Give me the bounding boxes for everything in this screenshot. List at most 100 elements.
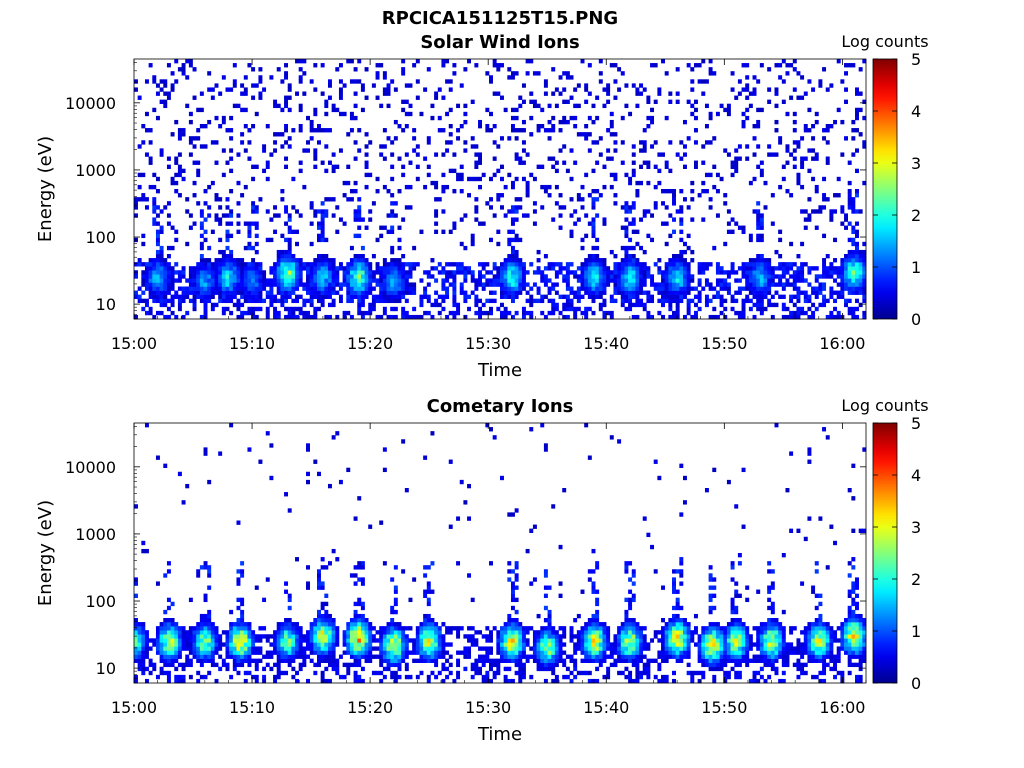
heatmap-cell — [580, 262, 585, 267]
heatmap-cell — [657, 270, 662, 275]
heatmap-cell — [368, 290, 373, 295]
heatmap-cell — [393, 658, 398, 663]
heatmap-cell — [650, 115, 655, 121]
heatmap-cell — [331, 622, 336, 627]
heatmap-cell — [591, 266, 596, 271]
heatmap-cell — [730, 87, 735, 92]
heatmap-cell — [591, 140, 596, 145]
heatmap-cell — [320, 160, 325, 165]
heatmap-cell — [792, 128, 797, 133]
heatmap-cell — [434, 209, 439, 214]
heatmap-cell — [225, 221, 230, 226]
heatmap-cell — [386, 270, 391, 275]
heatmap-cell — [518, 670, 523, 676]
heatmap-cell — [221, 274, 226, 279]
heatmap-cell — [284, 622, 289, 627]
heatmap-cell — [518, 160, 523, 165]
heatmap-cell — [617, 270, 622, 275]
heatmap-cell — [163, 286, 168, 291]
heatmap-cell — [254, 278, 259, 283]
heatmap-cell — [269, 475, 274, 481]
heatmap-cell — [163, 270, 168, 275]
heatmap-cell — [445, 314, 450, 320]
heatmap-cell — [822, 193, 827, 198]
heatmap-cell — [503, 278, 508, 283]
heatmap-cell — [448, 262, 453, 267]
heatmap-cell — [360, 626, 365, 631]
heatmap-cell — [243, 298, 248, 304]
heatmap-cell — [309, 266, 314, 271]
heatmap-cell — [412, 148, 417, 153]
heatmap-cell — [514, 152, 519, 157]
heatmap-cell — [584, 87, 589, 92]
heatmap-cell — [247, 306, 252, 312]
heatmap-cell — [474, 310, 479, 316]
heatmap-cell — [426, 634, 431, 639]
heatmap-cell — [360, 654, 365, 659]
heatmap-cell — [606, 128, 611, 133]
heatmap-cell — [503, 294, 508, 299]
heatmap-cell — [602, 270, 607, 275]
heatmap-cell — [858, 91, 863, 96]
heatmap-cell — [306, 479, 310, 485]
heatmap-cell — [547, 646, 552, 651]
heatmap-cell — [415, 164, 420, 169]
heatmap-cell — [141, 193, 146, 198]
heatmap-cell — [313, 87, 318, 92]
heatmap-cell — [225, 197, 230, 202]
heatmap-cell — [441, 634, 446, 639]
heatmap-cell — [313, 63, 318, 68]
heatmap-cell — [284, 128, 289, 133]
heatmap-cell — [232, 103, 237, 109]
heatmap-cell — [525, 548, 530, 554]
heatmap-cell — [397, 270, 402, 275]
heatmap-cell — [357, 630, 362, 635]
heatmap-cell — [419, 111, 424, 117]
heatmap-cell — [862, 274, 867, 279]
heatmap-cell — [177, 193, 182, 198]
heatmap-cell — [273, 140, 278, 145]
heatmap-cell — [134, 201, 138, 206]
heatmap-cell — [346, 197, 351, 202]
heatmap-cell — [829, 270, 834, 275]
heatmap-cell — [353, 670, 358, 676]
heatmap-cell — [730, 294, 735, 299]
heatmap-cell — [822, 294, 827, 299]
heatmap-cell — [759, 217, 764, 222]
heatmap-cell — [338, 63, 343, 68]
heatmap-cell — [309, 658, 314, 663]
heatmap-cell — [500, 310, 504, 316]
heatmap-cell — [408, 597, 413, 603]
heatmap-cell — [397, 626, 402, 631]
heatmap-cell — [357, 597, 362, 603]
heatmap-cell — [327, 128, 332, 133]
heatmap-cell — [639, 245, 644, 251]
heatmap-cell — [576, 613, 581, 619]
heatmap-cell — [664, 71, 669, 76]
heatmap-cell — [324, 654, 329, 659]
heatmap-cell — [547, 156, 552, 161]
heatmap-cell — [320, 213, 325, 218]
heatmap-cell — [507, 258, 512, 263]
heatmap-cell — [792, 310, 797, 316]
heatmap-cell — [481, 678, 486, 684]
heatmap-cell — [847, 160, 852, 165]
heatmap-cell — [185, 59, 190, 64]
heatmap-cell — [445, 642, 450, 647]
heatmap-cell — [273, 148, 278, 153]
heatmap-cell — [254, 306, 259, 312]
heatmap-cell — [664, 189, 669, 194]
heatmap-cell — [335, 314, 340, 320]
heatmap-cell — [489, 666, 493, 672]
heatmap-cell — [236, 278, 241, 283]
heatmap-cell — [393, 642, 398, 647]
heatmap-cell — [763, 286, 768, 291]
heatmap-cell — [587, 646, 592, 651]
heatmap-cell — [382, 286, 387, 291]
heatmap-cell — [562, 314, 567, 320]
heatmap-cell — [540, 630, 545, 635]
heatmap-cell — [357, 128, 362, 133]
heatmap-cell — [155, 115, 160, 121]
heatmap-cell — [251, 638, 256, 643]
heatmap-cell — [386, 662, 391, 668]
